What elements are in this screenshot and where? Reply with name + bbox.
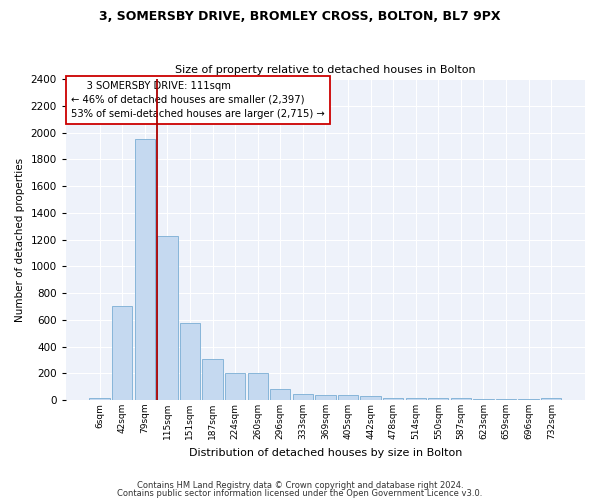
Text: 3 SOMERSBY DRIVE: 111sqm
← 46% of detached houses are smaller (2,397)
53% of sem: 3 SOMERSBY DRIVE: 111sqm ← 46% of detach… (71, 80, 325, 118)
Bar (225, 372, 245, 400)
Title: Size of property relative to detached houses in Bolton: Size of property relative to detached ho… (175, 66, 476, 76)
Bar (202, 359, 223, 400)
Bar (361, 396, 381, 400)
Text: Contains public sector information licensed under the Open Government Licence v3: Contains public sector information licen… (118, 488, 482, 498)
Bar (315, 395, 335, 400)
Bar (338, 395, 358, 400)
Bar (157, 236, 178, 400)
Y-axis label: Number of detached properties: Number of detached properties (15, 158, 25, 322)
Bar (496, 399, 516, 400)
Bar (518, 399, 539, 400)
Bar (112, 306, 133, 400)
X-axis label: Distribution of detached houses by size in Bolton: Distribution of detached houses by size … (189, 448, 462, 458)
Bar (541, 398, 562, 400)
Bar (428, 398, 448, 400)
Bar (473, 399, 494, 400)
Bar (134, 139, 155, 400)
Bar (270, 388, 290, 400)
Bar (406, 398, 426, 400)
Bar (248, 374, 268, 400)
Bar (383, 398, 403, 400)
Bar (293, 394, 313, 400)
Bar (89, 398, 110, 400)
Text: Contains HM Land Registry data © Crown copyright and database right 2024.: Contains HM Land Registry data © Crown c… (137, 481, 463, 490)
Bar (451, 398, 471, 400)
Text: 3, SOMERSBY DRIVE, BROMLEY CROSS, BOLTON, BL7 9PX: 3, SOMERSBY DRIVE, BROMLEY CROSS, BOLTON… (99, 10, 501, 23)
Bar (180, 323, 200, 400)
